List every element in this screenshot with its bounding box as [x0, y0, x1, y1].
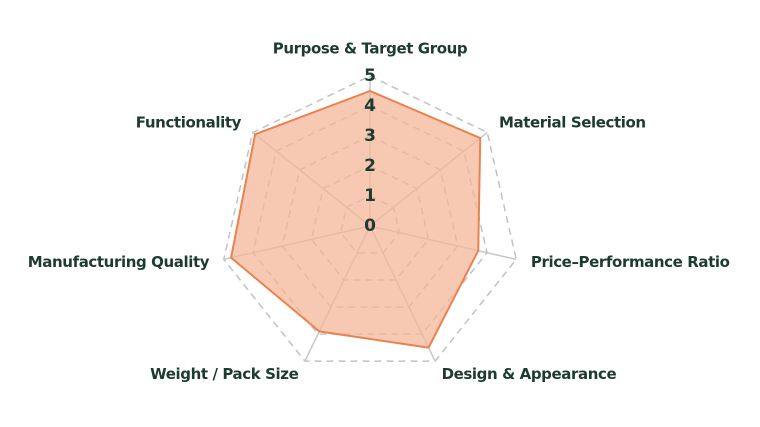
category-label: Weight / Pack Size: [150, 365, 299, 383]
r-tick-label: 1: [364, 186, 376, 206]
r-tick-label: 3: [364, 126, 376, 146]
r-tick-label: 5: [364, 66, 376, 86]
category-label: Manufacturing Quality: [28, 253, 210, 271]
data-area: [230, 90, 482, 349]
category-label: Design & Appearance: [442, 365, 617, 383]
r-tick-label: 4: [364, 96, 376, 116]
category-label: Price–Performance Ratio: [531, 253, 730, 271]
category-label: Purpose & Target Group: [273, 40, 468, 58]
grid-ring: [222, 75, 518, 362]
category-label: Material Selection: [499, 114, 646, 132]
category-label: Functionality: [136, 114, 242, 132]
r-tick-label: 2: [364, 156, 376, 176]
r-tick-label: 0: [364, 216, 376, 236]
